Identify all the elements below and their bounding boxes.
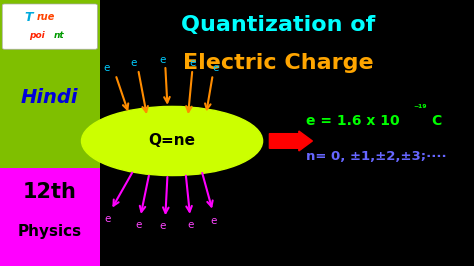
Text: e: e bbox=[104, 214, 110, 225]
Text: Electric Charge: Electric Charge bbox=[183, 52, 374, 73]
Text: e: e bbox=[103, 63, 109, 73]
Text: T: T bbox=[25, 11, 33, 24]
Text: e: e bbox=[130, 58, 137, 68]
Text: nt: nt bbox=[54, 31, 64, 40]
Text: n= 0, ±1,±2,±3;····: n= 0, ±1,±2,±3;···· bbox=[306, 151, 446, 163]
Text: e: e bbox=[160, 55, 166, 65]
Text: ⁻¹⁹: ⁻¹⁹ bbox=[413, 104, 427, 114]
Text: Hindi: Hindi bbox=[21, 88, 79, 107]
FancyBboxPatch shape bbox=[0, 0, 100, 168]
Text: 12th: 12th bbox=[23, 181, 77, 202]
Text: C: C bbox=[431, 114, 442, 128]
Ellipse shape bbox=[82, 106, 263, 176]
Text: e: e bbox=[212, 63, 218, 73]
FancyBboxPatch shape bbox=[2, 4, 97, 49]
Text: Physics: Physics bbox=[18, 224, 82, 239]
Text: poi: poi bbox=[29, 31, 45, 40]
Text: e: e bbox=[210, 216, 217, 226]
Text: Q=ne: Q=ne bbox=[148, 134, 196, 148]
Text: e: e bbox=[160, 221, 166, 231]
Text: e: e bbox=[189, 58, 196, 68]
Text: rue: rue bbox=[37, 12, 55, 22]
Text: Quantization of: Quantization of bbox=[182, 15, 375, 35]
Text: e = 1.6 x 10: e = 1.6 x 10 bbox=[306, 114, 399, 128]
FancyArrow shape bbox=[269, 131, 312, 151]
Text: e: e bbox=[187, 220, 193, 230]
Text: e: e bbox=[135, 220, 141, 230]
FancyBboxPatch shape bbox=[0, 168, 100, 266]
